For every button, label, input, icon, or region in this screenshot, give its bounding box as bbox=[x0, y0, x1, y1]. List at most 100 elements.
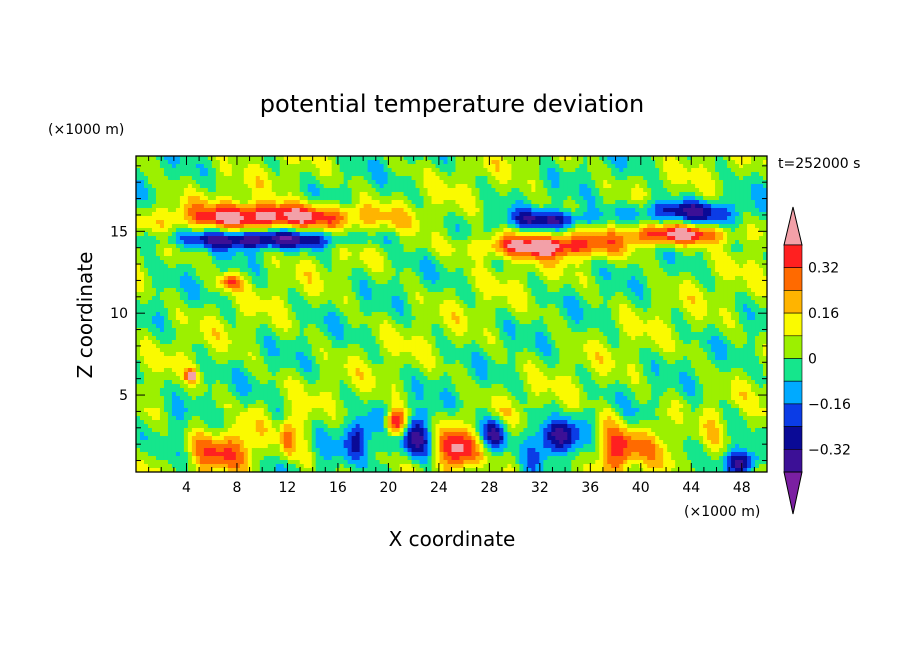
contour-cell bbox=[351, 300, 357, 305]
contour-cell bbox=[271, 276, 277, 281]
contour-cell bbox=[323, 400, 329, 405]
contour-cell bbox=[219, 372, 225, 377]
contour-cell bbox=[319, 284, 325, 289]
contour-cell bbox=[283, 160, 289, 165]
contour-cell bbox=[171, 360, 177, 365]
contour-cell bbox=[235, 460, 241, 465]
contour-cell bbox=[159, 176, 165, 181]
contour-cell bbox=[215, 192, 221, 197]
contour-cell bbox=[143, 160, 149, 165]
contour-cell bbox=[183, 364, 189, 369]
contour-cell bbox=[211, 328, 217, 333]
contour-cell bbox=[271, 168, 277, 173]
contour-cell bbox=[175, 180, 181, 185]
contour-cell bbox=[195, 404, 201, 409]
contour-cell bbox=[363, 328, 369, 333]
contour-cell bbox=[351, 228, 357, 233]
contour-cell bbox=[287, 368, 293, 373]
contour-cell bbox=[319, 420, 325, 425]
contour-cell bbox=[187, 436, 193, 441]
contour-cell bbox=[263, 244, 269, 249]
contour-cell bbox=[247, 432, 253, 437]
contour-cell bbox=[355, 388, 361, 393]
contour-cell bbox=[195, 260, 201, 265]
contour-cell bbox=[371, 192, 377, 197]
contour-cell bbox=[339, 300, 345, 305]
contour-cell bbox=[243, 432, 249, 437]
contour-cell bbox=[323, 396, 329, 401]
contour-cell bbox=[235, 420, 241, 425]
contour-cell bbox=[279, 184, 285, 189]
contour-cell bbox=[219, 468, 225, 473]
contour-cell bbox=[223, 184, 229, 189]
contour-cell bbox=[187, 192, 193, 197]
contour-cell bbox=[231, 224, 237, 229]
contour-cell bbox=[163, 296, 169, 301]
contour-cell bbox=[331, 380, 337, 385]
contour-cell bbox=[303, 264, 309, 269]
contour-cell bbox=[215, 368, 221, 373]
contour-cell bbox=[251, 304, 257, 309]
contour-cell bbox=[331, 416, 337, 421]
contour-cell bbox=[259, 268, 265, 273]
contour-cell bbox=[191, 388, 197, 393]
contour-cell bbox=[179, 296, 185, 301]
contour-cell bbox=[235, 276, 241, 281]
contour-cell bbox=[207, 376, 213, 381]
contour-cell bbox=[227, 208, 233, 213]
contour-cell bbox=[191, 460, 197, 465]
contour-cell bbox=[371, 292, 377, 297]
contour-cell bbox=[243, 316, 249, 321]
contour-cell bbox=[255, 452, 261, 457]
contour-cell bbox=[319, 168, 325, 173]
contour-cell bbox=[319, 308, 325, 313]
contour-cell bbox=[139, 408, 145, 413]
contour-cell bbox=[151, 416, 157, 421]
contour-cell bbox=[327, 216, 333, 221]
contour-cell bbox=[383, 308, 388, 313]
contour-cell bbox=[211, 180, 217, 185]
contour-cell bbox=[251, 256, 257, 261]
contour-cell bbox=[347, 180, 353, 185]
contour-cell bbox=[235, 308, 241, 313]
contour-cell bbox=[339, 452, 345, 457]
contour-cell bbox=[287, 212, 293, 217]
contour-cell bbox=[136, 424, 141, 429]
contour-cell bbox=[339, 384, 345, 389]
contour-cell bbox=[327, 164, 333, 169]
contour-cell bbox=[143, 376, 149, 381]
contour-cell bbox=[255, 364, 261, 369]
contour-cell bbox=[171, 292, 177, 297]
contour-cell bbox=[283, 344, 289, 349]
contour-cell bbox=[183, 248, 189, 253]
contour-cell bbox=[263, 256, 269, 261]
contour-cell bbox=[139, 320, 145, 325]
contour-cell bbox=[191, 200, 197, 205]
contour-cell bbox=[155, 348, 161, 353]
contour-cell bbox=[271, 184, 277, 189]
contour-cell bbox=[227, 240, 233, 245]
contour-cell bbox=[319, 424, 325, 429]
contour-cell bbox=[207, 244, 213, 249]
contour-cell bbox=[275, 376, 281, 381]
contour-cell bbox=[379, 440, 384, 445]
contour-cell bbox=[155, 456, 161, 461]
contour-cell bbox=[363, 416, 369, 421]
contour-cell bbox=[231, 456, 237, 461]
contour-cell bbox=[175, 336, 181, 341]
contour-cell bbox=[251, 176, 257, 181]
contour-cell bbox=[215, 164, 221, 169]
contour-cell bbox=[147, 336, 153, 341]
contour-cell bbox=[215, 328, 221, 333]
contour-cell bbox=[171, 352, 177, 357]
contour-cell bbox=[303, 292, 309, 297]
contour-cell bbox=[335, 272, 341, 277]
contour-cell bbox=[279, 444, 285, 449]
contour-cell bbox=[283, 168, 289, 173]
contour-cell bbox=[335, 344, 341, 349]
contour-cell bbox=[167, 236, 173, 241]
contour-cell bbox=[359, 352, 365, 357]
contour-cell bbox=[375, 200, 381, 205]
contour-cell bbox=[271, 440, 277, 445]
contour-cell bbox=[223, 288, 229, 293]
